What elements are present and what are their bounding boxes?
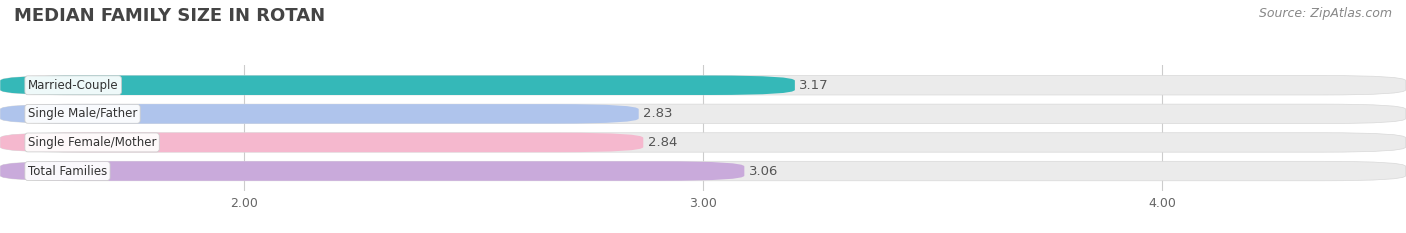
FancyBboxPatch shape xyxy=(0,75,1406,95)
FancyBboxPatch shape xyxy=(0,104,638,123)
FancyBboxPatch shape xyxy=(0,133,644,152)
Text: 3.17: 3.17 xyxy=(800,79,830,92)
Text: Source: ZipAtlas.com: Source: ZipAtlas.com xyxy=(1258,7,1392,20)
FancyBboxPatch shape xyxy=(0,133,1406,152)
FancyBboxPatch shape xyxy=(0,75,794,95)
Text: Single Female/Mother: Single Female/Mother xyxy=(28,136,156,149)
Text: Single Male/Father: Single Male/Father xyxy=(28,107,138,120)
Text: Married-Couple: Married-Couple xyxy=(28,79,118,92)
Text: 3.06: 3.06 xyxy=(749,164,779,178)
FancyBboxPatch shape xyxy=(0,161,744,181)
FancyBboxPatch shape xyxy=(0,161,1406,181)
Text: 2.84: 2.84 xyxy=(648,136,678,149)
Text: Total Families: Total Families xyxy=(28,164,107,178)
FancyBboxPatch shape xyxy=(0,104,1406,123)
Text: 2.83: 2.83 xyxy=(644,107,673,120)
Text: MEDIAN FAMILY SIZE IN ROTAN: MEDIAN FAMILY SIZE IN ROTAN xyxy=(14,7,325,25)
